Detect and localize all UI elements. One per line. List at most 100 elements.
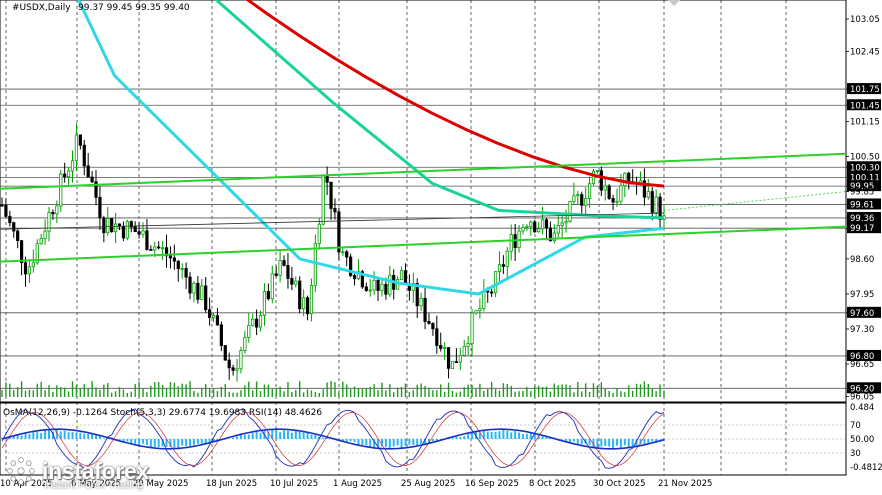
osma-bar — [471, 432, 474, 439]
osma-bar — [149, 439, 152, 448]
date-tick-label: 30 Oct 2025 — [593, 479, 646, 489]
candle-body — [113, 223, 118, 233]
osma-bar — [459, 436, 462, 439]
osma-bar — [192, 439, 195, 445]
osma-bar — [404, 439, 407, 446]
candle-body — [501, 264, 505, 267]
candle-body — [86, 165, 90, 178]
osma-bar — [572, 439, 575, 442]
candle-body — [419, 297, 423, 307]
osma-bar — [431, 439, 434, 442]
osc-tick-label: 70 — [850, 421, 861, 431]
osma-bar — [71, 431, 74, 439]
osma-bar — [55, 430, 58, 439]
oscillator-panel: 0.484 70 50.00 30 -0.4812 — [0, 403, 882, 473]
candle-body — [153, 246, 157, 251]
osma-bar — [424, 439, 427, 445]
price-tick-label: 99.85 — [850, 188, 874, 198]
date-tick-label: 18 Jun 2025 — [206, 479, 257, 489]
osma-bar — [157, 439, 160, 448]
osma-bar — [388, 439, 391, 448]
osma-bar — [283, 430, 286, 439]
osma-bar — [236, 436, 239, 439]
candle-body — [317, 223, 321, 244]
candle-body — [497, 264, 502, 273]
candle-body — [595, 170, 600, 173]
candle-body — [172, 257, 176, 262]
osma-bar — [134, 439, 137, 444]
osma-bar — [63, 430, 66, 439]
candle-body — [0, 204, 4, 207]
osma-bar — [369, 439, 372, 447]
osma-bar — [612, 439, 615, 448]
osma-bar — [541, 435, 544, 439]
osma-bar — [580, 439, 583, 445]
osma-bar — [51, 431, 54, 439]
osma-bar — [533, 434, 536, 439]
candle-body — [599, 170, 603, 191]
candle-body — [509, 234, 513, 252]
date-tick-label: 10 Apr 2025 — [0, 479, 53, 489]
osc-tick-label: 50.00 — [850, 435, 874, 445]
candle-body — [31, 262, 35, 268]
candle-body — [192, 282, 196, 294]
candle-body — [607, 185, 611, 199]
date-tick-label: 6 May 2025 — [71, 479, 121, 489]
candle-body — [584, 198, 588, 206]
osma-bar — [232, 437, 235, 439]
osma-bar — [600, 439, 603, 447]
level-label: 99.36 — [850, 214, 874, 224]
candle-body — [4, 204, 8, 217]
series-trendline-lower — [0, 225, 847, 263]
candle-body — [411, 283, 415, 291]
candle-body — [533, 221, 537, 233]
level-label: 96.20 — [850, 384, 874, 394]
osma-bar — [173, 439, 176, 448]
osma-bar — [592, 439, 595, 448]
candle-body — [102, 217, 106, 234]
price-tick-label: 97.30 — [850, 325, 874, 335]
osma-bar — [631, 439, 634, 447]
candle-body — [568, 201, 572, 222]
osma-bar — [12, 436, 15, 439]
osma-bar — [239, 433, 242, 439]
candle-body — [345, 251, 349, 258]
candle-body — [627, 172, 631, 183]
series-ema-144 — [214, 0, 665, 220]
candle-body — [325, 175, 329, 183]
candle-body — [55, 205, 59, 215]
candle-body — [493, 271, 498, 294]
osma-bar — [643, 439, 646, 446]
osma-bar — [623, 439, 626, 446]
candle-body — [529, 221, 533, 227]
rsi-line — [1, 428, 665, 450]
candle-body — [525, 225, 529, 228]
candle-body — [544, 219, 549, 229]
osma-bar — [185, 439, 188, 447]
candle-body — [247, 325, 251, 338]
candle-body — [552, 232, 556, 242]
osma-bar — [138, 439, 141, 446]
osma-bar — [529, 432, 532, 439]
candle-body — [615, 200, 619, 203]
price-tick-label: 98.60 — [850, 255, 874, 265]
osma-bar — [243, 434, 246, 439]
candle-body — [204, 285, 208, 311]
osma-bar — [294, 430, 297, 439]
osma-bar — [455, 436, 458, 439]
osma-bar — [478, 432, 481, 439]
candle-body — [59, 173, 63, 207]
candle-body — [294, 280, 298, 285]
ohlc-readout: 99.37 99.45 99.35 99.40 — [78, 3, 190, 13]
candle-body — [376, 279, 380, 291]
date-tick-label: 25 Aug 2025 — [401, 479, 455, 489]
candle-body — [450, 361, 455, 369]
candle-body — [623, 172, 627, 187]
candle-body — [443, 347, 447, 349]
osma-bar — [251, 433, 254, 439]
level-label-bg — [847, 382, 881, 394]
chart-shift-marker-icon[interactable] — [668, 0, 680, 6]
date-tick-label: 29 May 2025 — [133, 479, 188, 489]
candle-body — [74, 134, 79, 162]
